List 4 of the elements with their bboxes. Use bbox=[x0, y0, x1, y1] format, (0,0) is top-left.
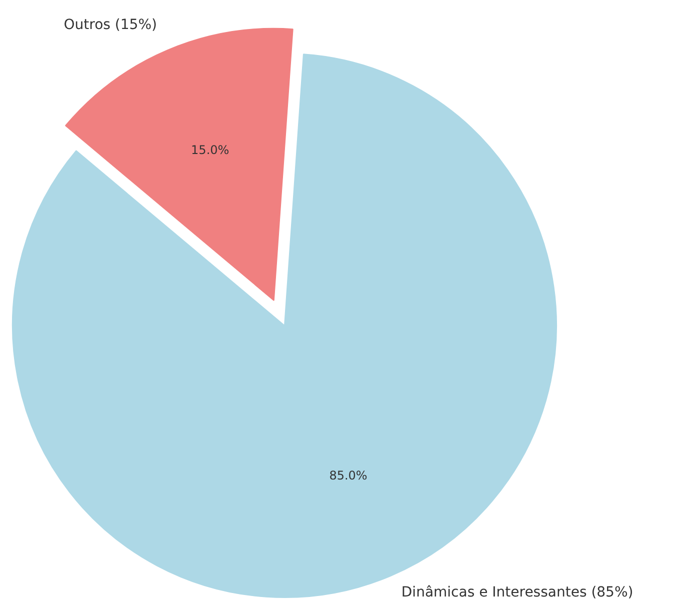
data-label: 15.0% bbox=[191, 143, 230, 158]
data-label: 85.0% bbox=[329, 468, 368, 483]
slice-label: Outros (15%) bbox=[64, 17, 157, 34]
slice-label: Dinâmicas e Interessantes (85%) bbox=[401, 584, 634, 600]
